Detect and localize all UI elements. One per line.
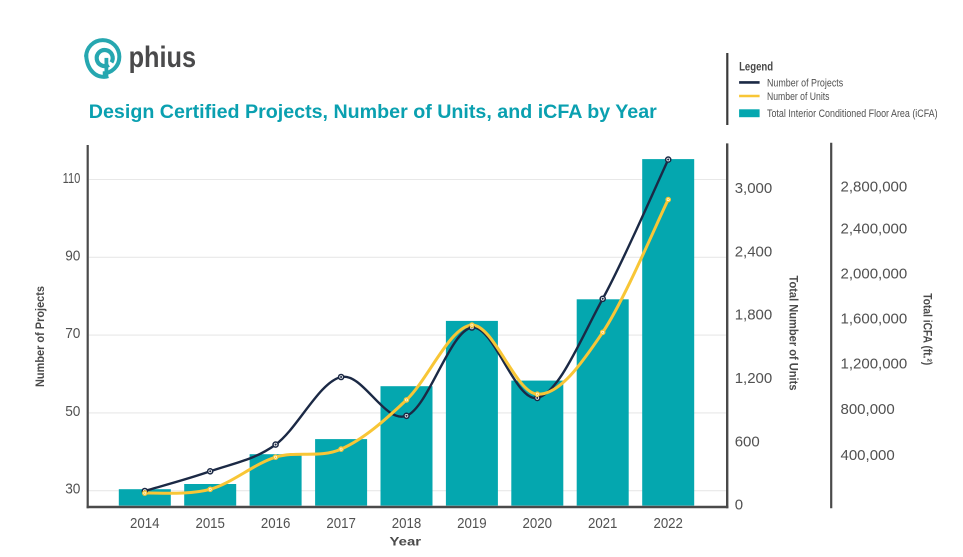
svg-text:50: 50 <box>65 403 80 420</box>
svg-text:Total Number of Units: Total Number of Units <box>787 276 801 391</box>
svg-text:1,200: 1,200 <box>735 370 773 387</box>
svg-text:30: 30 <box>65 481 80 498</box>
svg-text:800,000: 800,000 <box>841 401 895 418</box>
svg-text:Number of Projects: Number of Projects <box>767 77 844 89</box>
svg-text:Number of Units: Number of Units <box>767 91 830 103</box>
svg-text:2020: 2020 <box>523 515 553 532</box>
svg-text:600: 600 <box>735 433 760 450</box>
svg-text:90: 90 <box>65 248 80 265</box>
svg-text:Total Interior Conditioned Flo: Total Interior Conditioned Floor Area (i… <box>767 108 938 120</box>
svg-text:2017: 2017 <box>326 515 356 532</box>
svg-text:2,400,000: 2,400,000 <box>841 220 908 237</box>
svg-text:1,800: 1,800 <box>735 307 773 324</box>
svg-text:2,000,000: 2,000,000 <box>841 265 908 282</box>
svg-text:2019: 2019 <box>457 515 487 532</box>
svg-text:phius: phius <box>129 41 197 74</box>
svg-text:110: 110 <box>63 170 81 187</box>
svg-text:Design Certified Projects, Num: Design Certified Projects, Number of Uni… <box>89 101 657 123</box>
svg-text:Number of Projects: Number of Projects <box>33 286 47 387</box>
svg-text:Total iCFA (ft.²): Total iCFA (ft.²) <box>921 293 935 365</box>
svg-text:400,000: 400,000 <box>841 447 895 464</box>
svg-text:2022: 2022 <box>653 515 683 532</box>
svg-text:2,800,000: 2,800,000 <box>841 178 908 195</box>
svg-text:2018: 2018 <box>392 515 422 532</box>
svg-text:2021: 2021 <box>588 515 618 532</box>
svg-text:1,200,000: 1,200,000 <box>841 355 908 372</box>
svg-text:1,600,000: 1,600,000 <box>841 310 908 327</box>
svg-text:0: 0 <box>735 497 743 514</box>
svg-text:2016: 2016 <box>261 515 291 532</box>
svg-text:Legend: Legend <box>739 59 773 73</box>
svg-text:3,000: 3,000 <box>735 180 773 197</box>
svg-text:70: 70 <box>65 325 80 342</box>
svg-text:2,400: 2,400 <box>735 243 773 260</box>
svg-text:2015: 2015 <box>195 515 225 532</box>
svg-text:Year: Year <box>390 535 422 549</box>
svg-text:2014: 2014 <box>130 515 160 532</box>
